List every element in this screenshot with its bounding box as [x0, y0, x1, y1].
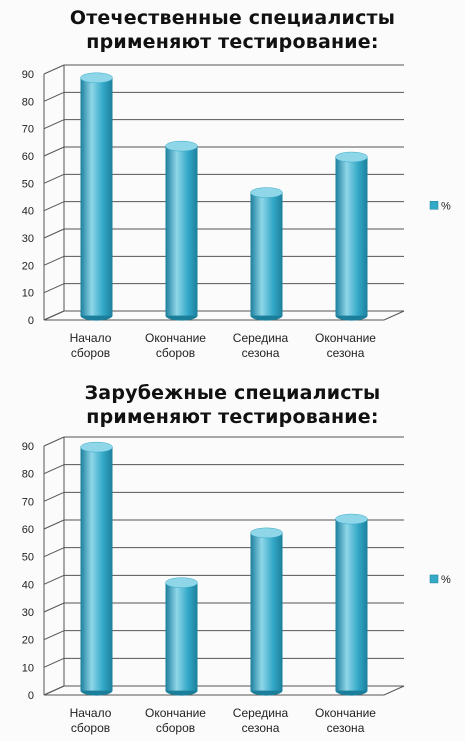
gridline-depth [43, 464, 65, 475]
bar-body [250, 532, 283, 691]
bar-body [335, 519, 368, 691]
y-tick-label: 20 [22, 635, 34, 647]
bar [250, 527, 283, 696]
gridline-depth [43, 547, 65, 558]
gridline-depth [43, 228, 65, 239]
bar-body [80, 447, 113, 691]
gridline-depth [43, 64, 65, 75]
y-tick-label: 90 [22, 69, 34, 81]
x-tick-label: сборов [156, 721, 195, 735]
bar-body [165, 146, 198, 316]
gridline-depth [43, 602, 65, 613]
x-tick-label: сезона [242, 346, 280, 360]
gridline-depth [43, 91, 65, 102]
gridline-depth [43, 283, 65, 294]
gridline-depth [43, 255, 65, 266]
x-tick-label: Середина [233, 331, 289, 345]
x-tick-label: Окончание [315, 706, 376, 720]
y-tick-label: 60 [22, 151, 34, 163]
y-tick-label: 10 [22, 288, 34, 300]
y-tick-label: 80 [22, 96, 34, 108]
bar-top [250, 527, 283, 539]
bar-chart: 0102030405060708090НачалосборовОкончание… [22, 436, 451, 735]
x-tick-label: Окончание [145, 331, 206, 345]
bar-top [335, 151, 368, 163]
legend-swatch [429, 574, 439, 584]
legend-swatch [429, 201, 439, 210]
bar [165, 140, 198, 321]
legend-label: % [441, 574, 451, 586]
y-tick-label: 70 [22, 124, 34, 136]
y-tick-label: 40 [22, 579, 34, 591]
y-tick-label: 90 [22, 441, 34, 453]
chart-title: Отечественные специалисты применяют тест… [0, 6, 465, 54]
x-tick-label: Окончание [315, 331, 376, 345]
gridline-depth [43, 657, 65, 668]
bar [80, 72, 113, 321]
gridline-depth [43, 201, 65, 212]
bar-body [250, 192, 283, 316]
x-tick-label: сборов [71, 346, 110, 360]
bar [80, 441, 113, 696]
y-tick-label: 0 [28, 315, 34, 327]
chart-title-line-2: применяют тестирование: [86, 406, 379, 428]
y-tick-label: 10 [22, 662, 34, 674]
y-tick-label: 30 [22, 607, 34, 619]
y-tick-label: 70 [22, 496, 34, 508]
bar-top [165, 140, 198, 152]
bar-body [165, 582, 198, 691]
x-tick-label: сборов [156, 346, 195, 360]
gridline-depth [43, 173, 65, 184]
bar [335, 151, 368, 321]
y-tick-label: 40 [22, 206, 34, 218]
y-tick-label: 0 [28, 690, 34, 702]
x-tick-label: сезона [327, 721, 365, 735]
gridline-depth [43, 146, 65, 157]
chart-title-line-2: применяют тестирование: [86, 31, 379, 53]
y-tick-label: 20 [22, 260, 34, 272]
x-tick-label: сезона [327, 346, 365, 360]
bar-body [80, 77, 113, 316]
gridline-depth [43, 436, 65, 447]
gridline-depth [43, 519, 65, 530]
bar-chart: 0102030405060708090НачалосборовОкончание… [22, 64, 451, 360]
chart-title-line-1: Зарубежные специалисты [84, 382, 381, 404]
gridline-depth [43, 119, 65, 130]
y-tick-label: 30 [22, 233, 34, 245]
y-tick-label: 80 [22, 469, 34, 481]
gridline-depth [43, 630, 65, 641]
bar-top [250, 187, 283, 198]
gridline-depth [43, 574, 65, 585]
bar-top [80, 72, 113, 84]
y-tick-label: 60 [22, 524, 34, 536]
x-tick-label: Окончание [145, 706, 206, 720]
bar-top [335, 513, 368, 525]
y-tick-label: 50 [22, 552, 34, 564]
bar-top [80, 441, 113, 453]
y-tick-label: 50 [22, 178, 34, 190]
chart-title: Зарубежные специалисты применяют тестиро… [0, 381, 465, 429]
x-tick-label: сборов [71, 721, 110, 735]
x-tick-label: Начало [70, 706, 112, 720]
bar-body [335, 157, 368, 316]
bar [335, 513, 368, 696]
x-tick-label: Середина [233, 706, 289, 720]
gridline-depth [43, 491, 65, 502]
bar-top [165, 577, 198, 588]
bar [165, 577, 198, 696]
x-tick-label: сезона [242, 721, 280, 735]
x-tick-label: Начало [70, 331, 112, 345]
chart-title-line-1: Отечественные специалисты [69, 7, 396, 29]
legend-label: % [441, 200, 451, 212]
bar [250, 187, 283, 321]
